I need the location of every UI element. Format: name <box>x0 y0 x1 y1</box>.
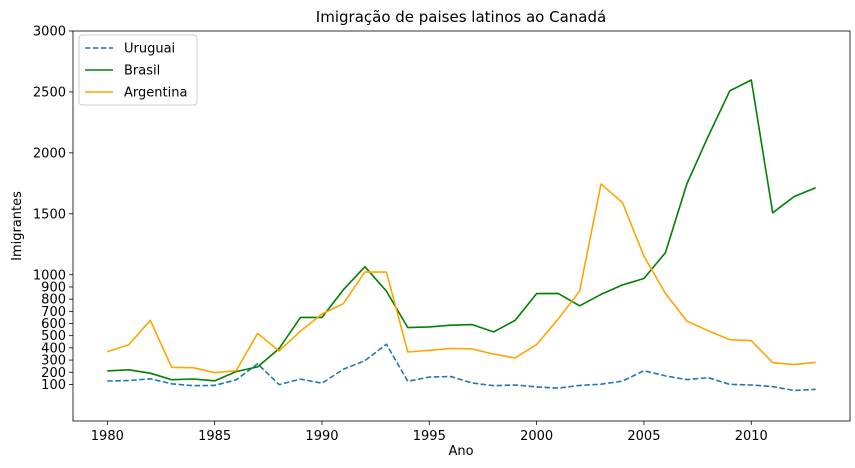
y-tick-label: 800 <box>41 293 66 308</box>
legend-label-brasil: Brasil <box>124 64 160 79</box>
x-axis-label: Ano <box>448 444 473 459</box>
y-tick-label: 2500 <box>33 85 66 100</box>
y-tick-label: 200 <box>41 366 66 381</box>
series-line-argentina <box>107 183 816 374</box>
y-tick-label: 600 <box>41 317 66 332</box>
legend: Uruguai Brasil Argentina <box>78 34 198 106</box>
series-line-uruguai <box>107 343 816 392</box>
y-tick-label: 1500 <box>33 207 66 222</box>
y-tick-label: 400 <box>41 341 66 356</box>
chart-title: Imigração de paises latinos ao Canadá <box>316 8 606 26</box>
y-tick-label: 900 <box>41 280 66 295</box>
legend-items: Uruguai Brasil Argentina <box>85 42 187 101</box>
x-tick-label: 1995 <box>413 429 446 444</box>
y-tick-label: 1000 <box>33 268 66 283</box>
legend-frame <box>78 34 198 106</box>
x-tick-label: 2005 <box>627 429 660 444</box>
series-line-brasil <box>107 79 817 382</box>
y-tick-label: 2000 <box>33 146 66 161</box>
y-tick-label: 500 <box>41 329 66 344</box>
x-tick-label: 2000 <box>520 429 553 444</box>
y-tick-label: 100 <box>41 378 66 393</box>
legend-label-uruguai: Uruguai <box>124 42 175 57</box>
x-tick-label: 1980 <box>91 429 124 444</box>
legend-label-argentina: Argentina <box>124 86 187 101</box>
x-tick-label: 2010 <box>735 429 768 444</box>
plot-frame <box>72 30 851 422</box>
series-layer <box>107 79 817 392</box>
y-axis-label: Imigrantes <box>10 191 25 261</box>
y-tick-label: 700 <box>41 305 66 320</box>
x-tick-label: 1985 <box>198 429 231 444</box>
y-tick-label: 3000 <box>33 25 66 40</box>
x-axis: 1980 1985 1990 1995 2000 2005 2010 <box>91 421 768 444</box>
y-tick-label: 300 <box>41 354 66 369</box>
x-tick-label: 1990 <box>305 429 338 444</box>
